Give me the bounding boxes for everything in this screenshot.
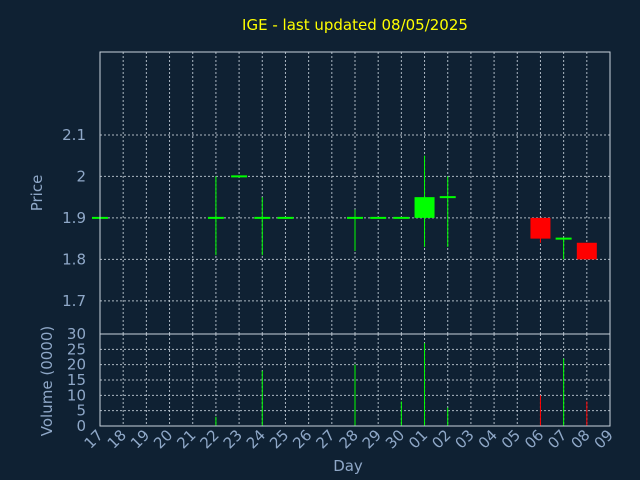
chart-marks — [92, 155, 597, 426]
price-axis-label: Price — [28, 175, 46, 212]
candle-body — [576, 242, 597, 260]
tick-labels: 1718192021222324252627282930010203040506… — [62, 126, 617, 452]
price-tick-label: 1.8 — [62, 250, 86, 268]
candle-body — [530, 217, 551, 239]
price-panel-grid — [99, 52, 611, 334]
volume-tick-label: 10 — [67, 386, 86, 404]
volume-tick-label: 15 — [67, 371, 86, 389]
volume-tick-label: 25 — [67, 340, 86, 358]
price-tick-label: 1.7 — [62, 292, 86, 310]
price-tick-label: 2 — [76, 167, 86, 185]
volume-tick-label: 20 — [67, 356, 86, 374]
volume-axis-label: Volume (0000) — [38, 326, 56, 436]
price-tick-label: 1.9 — [62, 209, 86, 227]
price-tick-label: 2.1 — [62, 126, 86, 144]
x-axis-label: Day — [333, 457, 363, 475]
chart-title: IGE - last updated 08/05/2025 — [242, 16, 468, 34]
volume-panel-frame — [99, 333, 611, 427]
volume-tick-label: 30 — [67, 325, 86, 343]
x-tick-label: 09 — [591, 426, 617, 452]
candle-body — [414, 197, 435, 218]
volume-tick-label: 5 — [76, 402, 86, 420]
volume-tick-label: 0 — [76, 417, 86, 435]
